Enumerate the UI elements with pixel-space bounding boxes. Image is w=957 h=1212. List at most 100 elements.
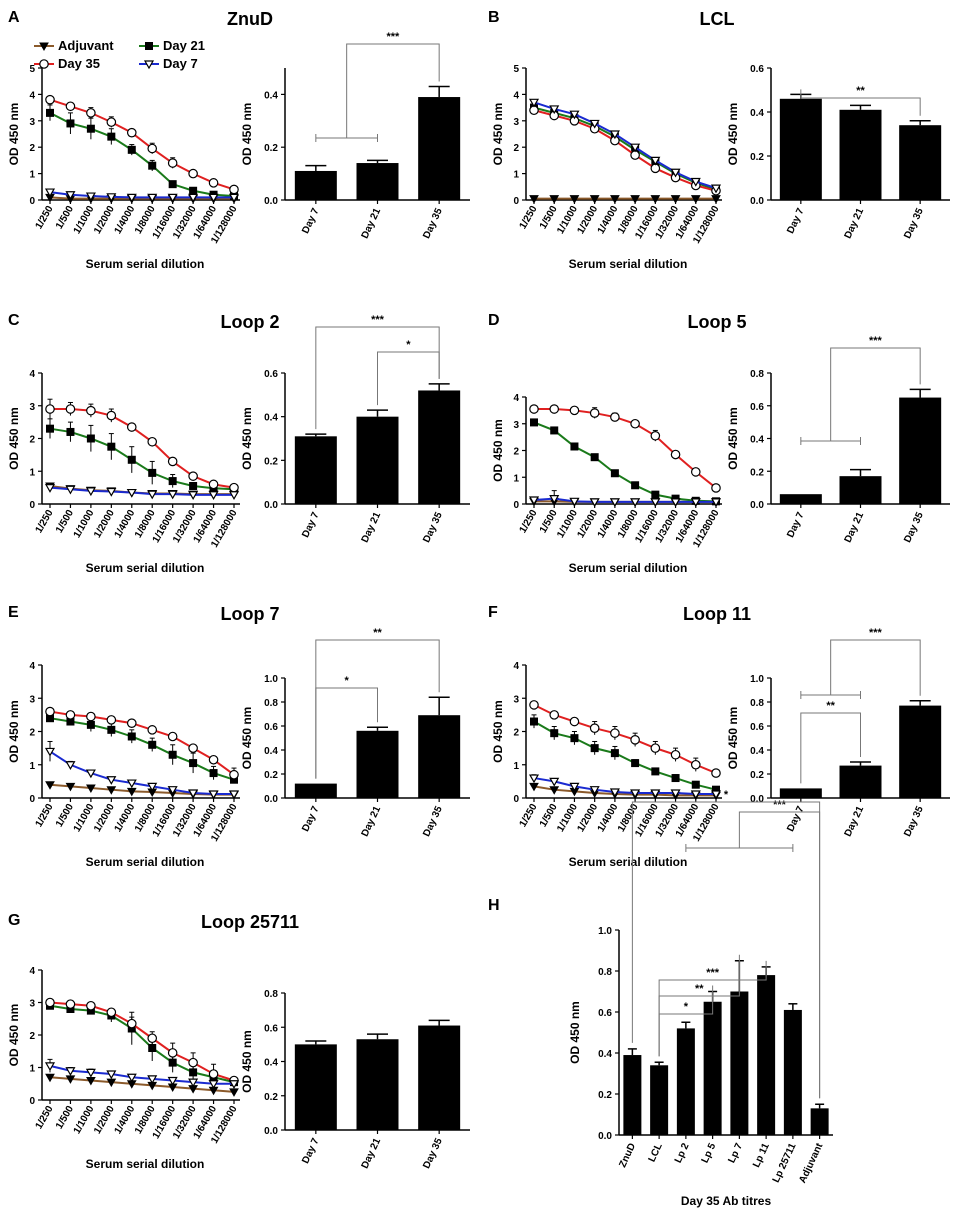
series-line [533, 101, 717, 190]
series-day-35 [45, 706, 239, 782]
significance-label: ** [856, 85, 865, 97]
marker-circle [208, 754, 219, 765]
x-tick-label: Day 7 [785, 510, 806, 539]
marker-circle [147, 725, 158, 735]
bar [779, 788, 822, 798]
line-chart-A: 0123451/2501/5001/10001/20001/40001/8000… [7, 38, 240, 271]
x-tick-label: 1/250 [34, 802, 56, 830]
panel-E: E Loop 7 [8, 604, 280, 624]
marker-triangle-open [528, 774, 540, 784]
series-line [50, 408, 235, 489]
marker-triangle-open [690, 177, 701, 187]
x-tick-label: Day 21 [843, 206, 867, 240]
marker-square [86, 434, 95, 443]
marker-circle [65, 710, 76, 720]
legend-item: Day 21 [139, 38, 205, 53]
marker-circle [126, 127, 137, 138]
marker-circle [65, 404, 76, 414]
marker-circle [589, 723, 600, 733]
y-tick-label: 0 [29, 794, 35, 805]
marker-square [127, 455, 136, 464]
panel-title: ZnuD [227, 9, 273, 29]
series-line [49, 1001, 235, 1082]
panel-D: D Loop 5 [488, 312, 747, 332]
x-axis-label: Day 35 Ab titres [681, 1194, 772, 1208]
significance-label: * [406, 339, 411, 351]
panel-label: B [488, 9, 500, 26]
y-tick-label: 0.6 [598, 1008, 612, 1019]
marker-triangle-open [549, 105, 560, 115]
bar [839, 765, 882, 798]
y-tick-label: 0 [29, 1096, 35, 1107]
marker-triangle-filled [39, 42, 49, 52]
y-tick-label: 1 [513, 473, 519, 484]
bar [757, 975, 776, 1135]
legend-item: Day 7 [139, 56, 198, 71]
significance-label: *** [371, 314, 385, 326]
marker-circle [610, 412, 620, 422]
marker-triangle-open [589, 786, 600, 795]
marker-square [86, 720, 95, 729]
significance-label: *** [869, 335, 883, 347]
series-adjuvant [529, 195, 721, 204]
marker-triangle-open [569, 782, 580, 792]
marker-triangle-open [630, 789, 641, 799]
marker-triangle-filled [630, 195, 640, 204]
marker-circle [229, 184, 239, 195]
marker-triangle-open [609, 788, 620, 798]
marker-triangle-open [106, 193, 117, 203]
marker-triangle-open [126, 779, 137, 789]
marker-triangle-open [44, 1062, 56, 1072]
x-tick-label: Day 35 [902, 510, 926, 544]
marker-square [148, 740, 157, 749]
y-tick-label: 0.0 [264, 794, 278, 805]
y-tick-label: 3 [29, 402, 35, 413]
y-tick-label: 0 [513, 196, 519, 207]
marker-triangle-filled [549, 195, 560, 204]
marker-triangle-open [228, 491, 240, 501]
marker-triangle-open [208, 790, 219, 800]
marker-triangle-open [44, 747, 56, 757]
x-tick-label: Day 21 [843, 804, 867, 838]
legend-label: Adjuvant [58, 38, 114, 53]
x-tick-label: LCL [647, 1142, 665, 1164]
y-axis-label: OD 450 nm [7, 407, 21, 470]
series-day-21 [46, 104, 238, 201]
y-axis-label: OD 450 nm [491, 700, 505, 763]
series-line [49, 1004, 235, 1084]
marker-circle [65, 999, 76, 1009]
y-tick-label: 3 [513, 117, 519, 128]
marker-triangle-open [609, 130, 620, 140]
y-axis-label: OD 450 nm [568, 1001, 582, 1064]
significance-annotation: * [315, 675, 378, 779]
x-tick-label: 1/250 [518, 802, 540, 830]
marker-triangle-open [188, 491, 199, 501]
bar-chart-G: 0.0 0.2 0.4 0.6 0.8 OD 450 nm Day 7 Day 21 Day 3… [240, 989, 470, 1170]
series-day-21 [530, 714, 720, 794]
bar [294, 170, 337, 200]
marker-triangle-open [126, 488, 137, 498]
series-day-21 [46, 714, 238, 784]
bar [839, 476, 882, 504]
marker-circle [147, 1033, 158, 1044]
marker-square [66, 119, 75, 128]
marker-triangle-open [650, 156, 661, 166]
x-tick-label: Day 7 [785, 206, 806, 235]
marker-triangle-open [569, 497, 580, 507]
marker-triangle-open [569, 110, 580, 120]
panel-label: G [8, 912, 20, 929]
marker-circle [711, 483, 721, 493]
x-tick-label: Adjuvant [797, 1141, 825, 1185]
x-tick-label: Day 7 [300, 510, 321, 539]
marker-circle [45, 404, 55, 414]
marker-triangle-open [690, 498, 701, 508]
marker-triangle-open [188, 789, 199, 799]
significance-annotation: *** [658, 960, 767, 1057]
bar [899, 397, 942, 504]
panel-title: Loop 2 [221, 312, 280, 332]
bar [839, 109, 882, 200]
y-tick-label: 0.4 [750, 746, 764, 757]
marker-triangle-open [167, 490, 178, 500]
x-axis-label: Serum serial dilution [86, 855, 205, 869]
